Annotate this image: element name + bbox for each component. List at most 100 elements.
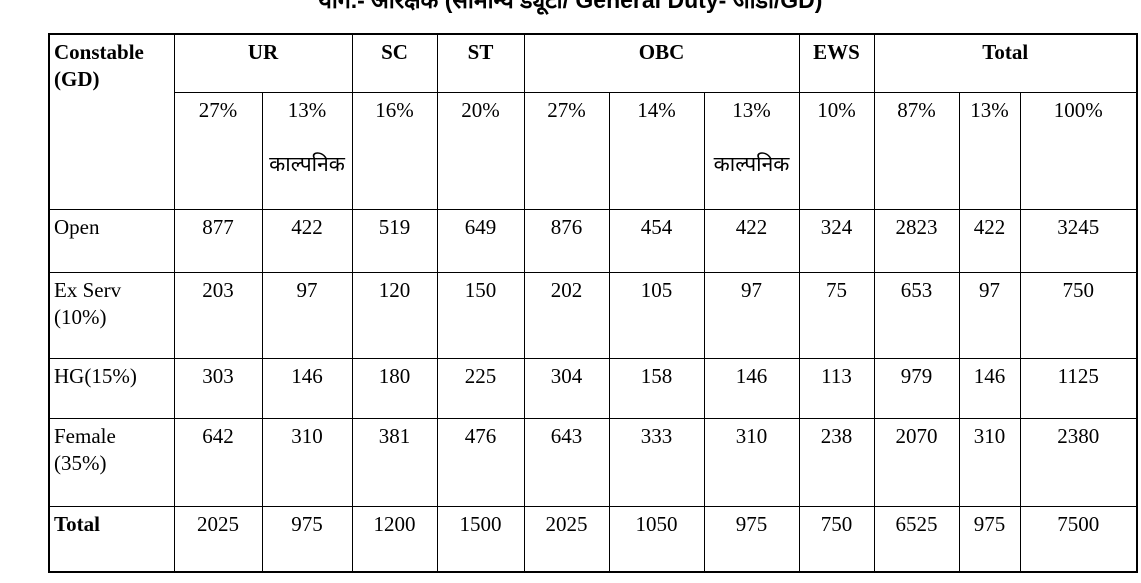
data-cell: 979: [873, 358, 960, 419]
percent-cell-ews-10: 10%: [798, 92, 875, 210]
percent-cell-total-100: 100%: [1019, 92, 1138, 210]
data-cell: 2025: [173, 506, 263, 573]
data-cell: 97: [261, 272, 353, 359]
table-row-total: Total 2025 975 1200 1500 2025 1050 975 7…: [48, 506, 1138, 573]
data-cell: 422: [703, 209, 800, 273]
header-cell-sc: SC: [351, 33, 438, 93]
percent-cell-st-20: 20%: [436, 92, 525, 210]
percent-cell-sc-16: 16%: [351, 92, 438, 210]
data-cell: 150: [436, 272, 525, 359]
data-cell: 653: [873, 272, 960, 359]
data-cell: 422: [261, 209, 353, 273]
data-cell: 303: [173, 358, 263, 419]
data-cell: 876: [523, 209, 610, 273]
percent-value: 13%: [732, 98, 771, 122]
data-cell: 203: [173, 272, 263, 359]
data-cell: 2025: [523, 506, 610, 573]
percent-value: 10%: [817, 98, 856, 122]
data-cell: 75: [798, 272, 875, 359]
data-cell: 225: [436, 358, 525, 419]
data-cell: 1050: [608, 506, 705, 573]
data-cell: 643: [523, 418, 610, 507]
percent-value: 14%: [637, 98, 676, 122]
data-cell: 158: [608, 358, 705, 419]
vacancy-allocation-table: Constable (GD) UR SC ST OBC EWS Total 27…: [48, 33, 1139, 573]
table-row-open: Open 877 422 519 649 876 454 422 324 282…: [48, 209, 1138, 273]
data-cell: 310: [958, 418, 1021, 507]
row-label: HG(15%): [48, 358, 175, 419]
data-cell: 642: [173, 418, 263, 507]
data-cell: 202: [523, 272, 610, 359]
data-cell: 2070: [873, 418, 960, 507]
data-cell: 454: [608, 209, 705, 273]
data-cell: 975: [703, 506, 800, 573]
row-label: Ex Serv (10%): [48, 272, 175, 359]
data-cell: 146: [261, 358, 353, 419]
data-cell: 3245: [1019, 209, 1138, 273]
header-cell-constable-gd: Constable (GD): [48, 33, 175, 210]
percent-value: 27%: [198, 98, 238, 122]
data-cell: 180: [351, 358, 438, 419]
data-cell: 2380: [1019, 418, 1138, 507]
data-cell: 1500: [436, 506, 525, 573]
percent-value: 87%: [897, 98, 936, 122]
data-cell: 304: [523, 358, 610, 419]
percent-value: 27%: [547, 98, 586, 122]
data-cell: 97: [703, 272, 800, 359]
data-cell: 146: [703, 358, 800, 419]
data-cell: 975: [261, 506, 353, 573]
row-label: Open: [48, 209, 175, 273]
data-cell: 422: [958, 209, 1021, 273]
percent-cell-ur-13-notional: 13% काल्पनिक: [261, 92, 353, 210]
data-cell: 146: [958, 358, 1021, 419]
percent-value: 16%: [375, 98, 414, 122]
data-cell: 750: [798, 506, 875, 573]
percent-cell-obc-27: 27%: [523, 92, 610, 210]
data-cell: 649: [436, 209, 525, 273]
row-label: Female (35%): [48, 418, 175, 507]
percent-cell-total-13: 13%: [958, 92, 1021, 210]
data-cell: 6525: [873, 506, 960, 573]
data-cell: 238: [798, 418, 875, 507]
data-cell: 333: [608, 418, 705, 507]
data-cell: 975: [958, 506, 1021, 573]
header-cell-obc: OBC: [523, 33, 800, 93]
percent-value: 13%: [287, 98, 327, 122]
table-row-female: Female (35%) 642 310 381 476 643 333 310…: [48, 418, 1138, 507]
data-cell: 7500: [1019, 506, 1138, 573]
row-label: Total: [48, 506, 175, 573]
data-cell: 1125: [1019, 358, 1138, 419]
notional-label: काल्पनिक: [713, 152, 790, 177]
header-cell-ews: EWS: [798, 33, 875, 93]
percent-cell-obc-14: 14%: [608, 92, 705, 210]
data-cell: 113: [798, 358, 875, 419]
percent-value: 13%: [970, 98, 1009, 122]
data-cell: 476: [436, 418, 525, 507]
header-cell-st: ST: [436, 33, 525, 93]
data-cell: 105: [608, 272, 705, 359]
page-title: योग.- आरक्षक (सामान्य ड्यूटी/ General Du…: [318, 0, 823, 13]
header-cell-total: Total: [873, 33, 1138, 93]
data-cell: 877: [173, 209, 263, 273]
data-cell: 310: [703, 418, 800, 507]
header-cell-ur: UR: [173, 33, 353, 93]
table-row-ex-serv: Ex Serv (10%) 203 97 120 150 202 105 97 …: [48, 272, 1138, 359]
percent-cell-total-87: 87%: [873, 92, 960, 210]
data-cell: 120: [351, 272, 438, 359]
percent-value: 100%: [1053, 98, 1103, 122]
percent-value: 20%: [461, 98, 500, 122]
data-cell: 750: [1019, 272, 1138, 359]
data-cell: 2823: [873, 209, 960, 273]
data-cell: 519: [351, 209, 438, 273]
data-cell: 310: [261, 418, 353, 507]
header-row-groups: Constable (GD) UR SC ST OBC EWS Total: [48, 33, 1138, 210]
percent-cell-ur-27: 27%: [173, 92, 263, 210]
data-cell: 1200: [351, 506, 438, 573]
data-cell: 381: [351, 418, 438, 507]
data-cell: 97: [958, 272, 1021, 359]
notional-label: काल्पनिक: [269, 152, 345, 177]
table-row-hg: HG(15%) 303 146 180 225 304 158 146 113 …: [48, 358, 1138, 419]
header-row-percents: 27% 13% काल्पनिक 16% 20% 27% 14% 13% काल्प…: [49, 92, 1138, 210]
percent-cell-obc-13-notional: 13% काल्पनिक: [703, 92, 800, 210]
